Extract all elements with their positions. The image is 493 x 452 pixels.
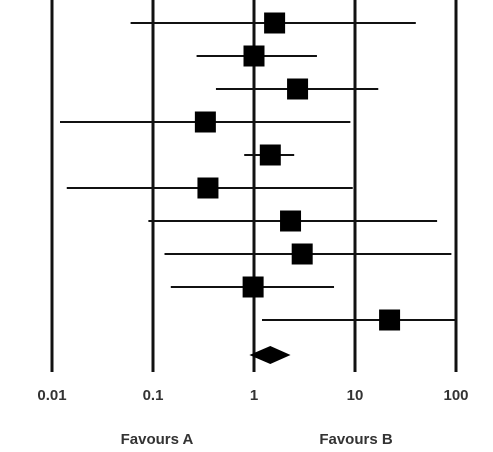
study-marker xyxy=(287,78,309,100)
x-tick-label: 1 xyxy=(250,387,258,404)
pooled-estimate xyxy=(249,346,291,364)
x-tick-labels: 0.01 0.1 1 10 100 xyxy=(37,387,468,404)
study-marker xyxy=(242,276,264,298)
favours-left-label: Favours A xyxy=(121,431,194,448)
study-marker xyxy=(259,144,281,166)
study-marker xyxy=(194,111,216,133)
study-marker xyxy=(280,210,302,232)
study-rows xyxy=(59,12,456,331)
study-marker xyxy=(291,243,313,265)
study-marker xyxy=(197,177,219,199)
favours-right-label: Favours B xyxy=(319,431,393,448)
study-marker xyxy=(264,12,286,34)
x-tick-label: 0.1 xyxy=(143,387,164,404)
x-tick-label: 0.01 xyxy=(37,387,66,404)
x-tick-label: 100 xyxy=(443,387,468,404)
x-tick-label: 10 xyxy=(347,387,364,404)
study-marker xyxy=(379,309,401,331)
study-marker xyxy=(243,45,265,67)
pooled-diamond xyxy=(249,346,291,364)
